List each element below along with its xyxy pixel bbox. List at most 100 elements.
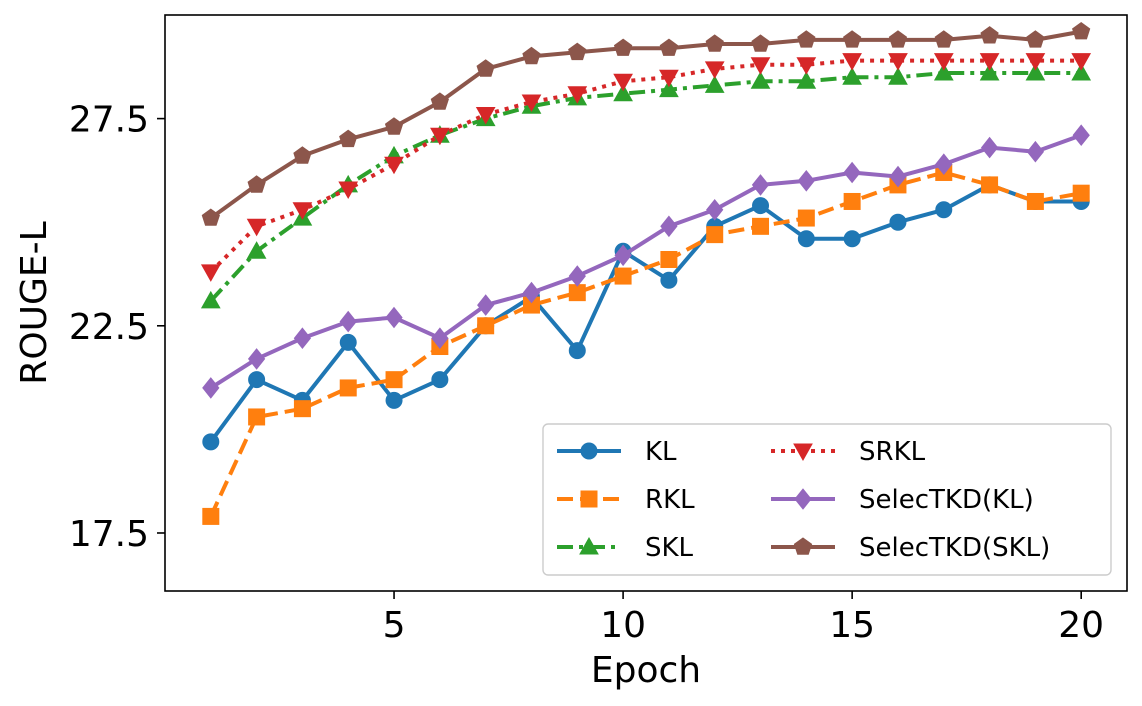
data-point [752,217,770,235]
series-rkl [202,163,1090,525]
data-point [568,42,587,61]
legend-entry: RKL [557,485,695,515]
data-point [979,53,1000,71]
data-point [1072,184,1090,202]
x-axis-ticks: 5 10 15 20 [383,591,1104,646]
data-point [889,165,907,188]
legend-marker [579,536,599,555]
legend: KL RKL SKL SRKL SelecTKD(KL) SelecTKD(SKL) [542,423,1112,576]
data-point [704,61,725,79]
series-srkl [200,53,1092,282]
data-point [704,75,725,93]
data-point [888,53,908,71]
series-kl [202,176,1090,451]
legend-label: SRKL [859,437,926,467]
data-point [476,59,495,77]
data-point [339,129,358,148]
legend-entry: SKL [557,533,694,563]
data-point [843,230,861,248]
legend-label: RKL [645,485,695,515]
data-point [933,62,954,81]
series-selectkd-skl [201,21,1091,226]
data-point [660,215,678,238]
data-point [889,213,907,231]
data-point [339,333,357,351]
x-tick-label: 15 [829,605,875,646]
data-point [338,181,359,200]
data-point [522,46,541,65]
data-point [292,202,313,220]
legend-entry: SRKL [771,437,926,467]
data-point [430,92,449,110]
y-axis-ticks: 17.5 22.5 27.5 [69,100,165,555]
data-point [705,34,724,52]
y-tick-label: 17.5 [69,514,149,555]
data-point [246,218,267,237]
data-point [246,241,267,259]
series-skl [200,62,1092,309]
x-tick-label: 10 [600,605,646,646]
data-point [614,267,632,285]
legend-entry: SelecTKD(KL) [771,485,1034,515]
data-point [797,230,815,248]
data-point [1025,62,1046,81]
data-point [981,176,999,194]
data-point [568,265,586,287]
data-point [751,174,770,196]
x-tick-label: 5 [383,605,406,646]
data-point [752,197,770,215]
data-point [888,30,908,48]
data-point [1071,53,1092,71]
data-point [339,310,357,333]
data-point [842,67,862,85]
data-point [797,209,815,227]
data-point [477,317,495,335]
data-point [613,73,633,92]
legend-label: SKL [645,533,694,563]
legend-label: SelecTKD(KL) [859,485,1034,515]
data-point [384,117,404,135]
data-point [613,38,633,56]
data-point [568,284,586,302]
data-point [751,34,770,52]
data-point [293,400,311,418]
data-point [202,507,220,525]
data-point [843,192,861,210]
legend-marker [793,537,813,555]
data-point [842,53,862,71]
x-axis-label: Epoch [591,650,701,691]
x-tick-label: 20 [1058,605,1104,646]
legend-marker [580,442,598,460]
plot-marks [200,21,1092,525]
legend-entry: KL [557,437,677,467]
y-axis-label: ROUGE-L [14,221,55,384]
legend-marker [580,490,598,508]
data-point [706,226,724,244]
legend-label: SelecTKD(SKL) [859,533,1050,563]
plot-frame [164,14,1128,592]
y-tick-label: 27.5 [69,100,149,141]
data-point [293,146,312,164]
data-point [980,136,999,159]
data-point [1026,192,1044,210]
data-point [614,244,632,267]
data-point [843,30,862,48]
legend-label: KL [645,437,677,467]
data-point [567,86,588,104]
data-point [979,62,1000,81]
data-point [385,371,403,389]
data-point [796,71,817,89]
data-point [1071,62,1092,81]
data-point [980,26,999,44]
data-point [568,342,586,360]
data-point [431,327,449,350]
data-point [843,161,861,184]
data-point [1072,21,1091,40]
data-point [933,53,954,71]
data-point [935,201,953,219]
data-point [750,71,771,89]
data-point [201,208,220,226]
data-point [934,30,953,48]
data-point [660,271,678,289]
legend-marker [793,443,813,462]
